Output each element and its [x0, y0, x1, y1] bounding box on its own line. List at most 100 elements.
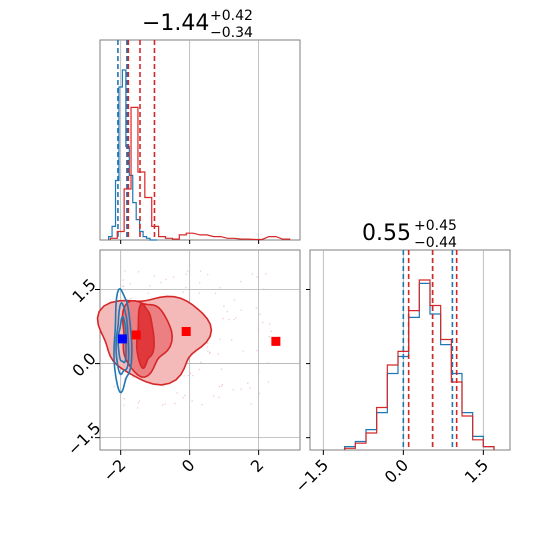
y-tick-label: 1.5 [68, 275, 99, 306]
scatter-point [138, 400, 141, 402]
scatter-point [130, 297, 132, 300]
scatter-point [242, 350, 244, 352]
scatter-point [160, 281, 162, 284]
scatter-point [239, 280, 242, 283]
scatter-point [162, 385, 165, 387]
scatter-point [250, 403, 253, 405]
scatter-point [176, 392, 178, 394]
scatter-point [235, 316, 237, 319]
scatter-point [206, 342, 209, 344]
scatter-point [249, 387, 251, 389]
scatter-point [268, 322, 271, 325]
scatter-point [123, 404, 125, 406]
x-tick-label: 1.5 [461, 455, 492, 486]
marker-square [181, 326, 191, 336]
marker-square [271, 336, 281, 346]
scatter-point [257, 370, 260, 373]
scatter-point [258, 392, 261, 395]
scatter-point [222, 317, 224, 320]
scatter-point [267, 362, 270, 364]
scatter-point [192, 374, 194, 377]
scatter-point [206, 346, 209, 348]
scatter-point [226, 310, 229, 313]
scatter-point [132, 376, 134, 378]
histogram-step-series [109, 106, 291, 241]
scatter-point [189, 372, 192, 375]
scatter-point [201, 403, 203, 406]
marker-square [117, 334, 127, 344]
scatter-point [255, 307, 258, 310]
x-tick-label: 0 [178, 455, 199, 476]
scatter-point [198, 292, 201, 294]
scatter-point [219, 338, 221, 340]
top-left-title: −1.44 +0.42 −0.34 [142, 8, 253, 41]
scatter-point [218, 286, 221, 289]
scatter-point [200, 361, 202, 364]
marker-square [131, 330, 141, 340]
scatter-point [124, 270, 126, 272]
scatter-point [257, 328, 260, 331]
scatter-point [233, 318, 235, 321]
x-tick-label: 2 [247, 455, 268, 476]
scatter-point [267, 381, 270, 383]
scatter-point [137, 270, 140, 273]
top-left-panel [99, 39, 301, 241]
bottom-right-title: 0.55 +0.45 −0.44 [362, 218, 457, 251]
y-tick-label: 0.0 [68, 349, 99, 380]
title-upper: +0.42 [210, 8, 253, 24]
scatter-point [137, 402, 140, 404]
scatter-point [232, 388, 235, 391]
scatter-point [186, 270, 189, 272]
scatter-point [147, 292, 150, 294]
scatter-point [270, 330, 273, 333]
scatter-point [187, 374, 190, 377]
scatter-point [218, 385, 221, 388]
scatter-point [174, 402, 176, 405]
bottom-right-panel [309, 249, 511, 451]
scatter-point [230, 339, 233, 341]
scatter-point [182, 291, 184, 293]
scatter-point [240, 388, 242, 390]
scatter-point [208, 352, 211, 355]
scatter-point [182, 396, 185, 399]
scatter-point [246, 382, 249, 385]
scatter-point [123, 397, 125, 400]
scatter-point [233, 299, 236, 301]
scatter-point [217, 353, 220, 355]
scatter-point [183, 375, 185, 377]
scatter-point [136, 407, 139, 409]
scatter-point [122, 279, 125, 281]
scatter-point [122, 285, 124, 287]
scatter-point [207, 350, 209, 353]
scatter-point [262, 288, 265, 290]
contour-blue-level [113, 287, 133, 394]
scatter-point [198, 281, 201, 284]
scatter-point [218, 396, 220, 399]
scatter-point [185, 273, 188, 276]
scatter-point [164, 403, 166, 406]
scatter-point [161, 404, 164, 406]
scatter-point [212, 395, 215, 397]
title-lower: −0.34 [210, 25, 253, 41]
scatter-point [251, 273, 254, 275]
title-lower: −0.44 [414, 235, 457, 251]
y-tick-label: −1.5 [64, 418, 105, 459]
title-value: −1.44 [142, 11, 209, 36]
x-tick-label: −1.5 [291, 455, 332, 496]
grid-layer [100, 40, 484, 450]
histogram-step-series [344, 279, 495, 450]
scatter-point [153, 274, 156, 277]
scatter-point [129, 282, 132, 285]
scatter-point [264, 273, 267, 275]
scatter-point [165, 278, 168, 281]
data-layer [96, 40, 495, 450]
scatter-point [199, 270, 202, 272]
scatter-point [228, 318, 230, 321]
scatter-point [198, 368, 200, 371]
scatter-point [221, 383, 224, 386]
scatter-point [256, 276, 258, 278]
scatter-point [268, 336, 270, 338]
scatter-point [240, 309, 242, 311]
scatter-point [113, 385, 116, 388]
